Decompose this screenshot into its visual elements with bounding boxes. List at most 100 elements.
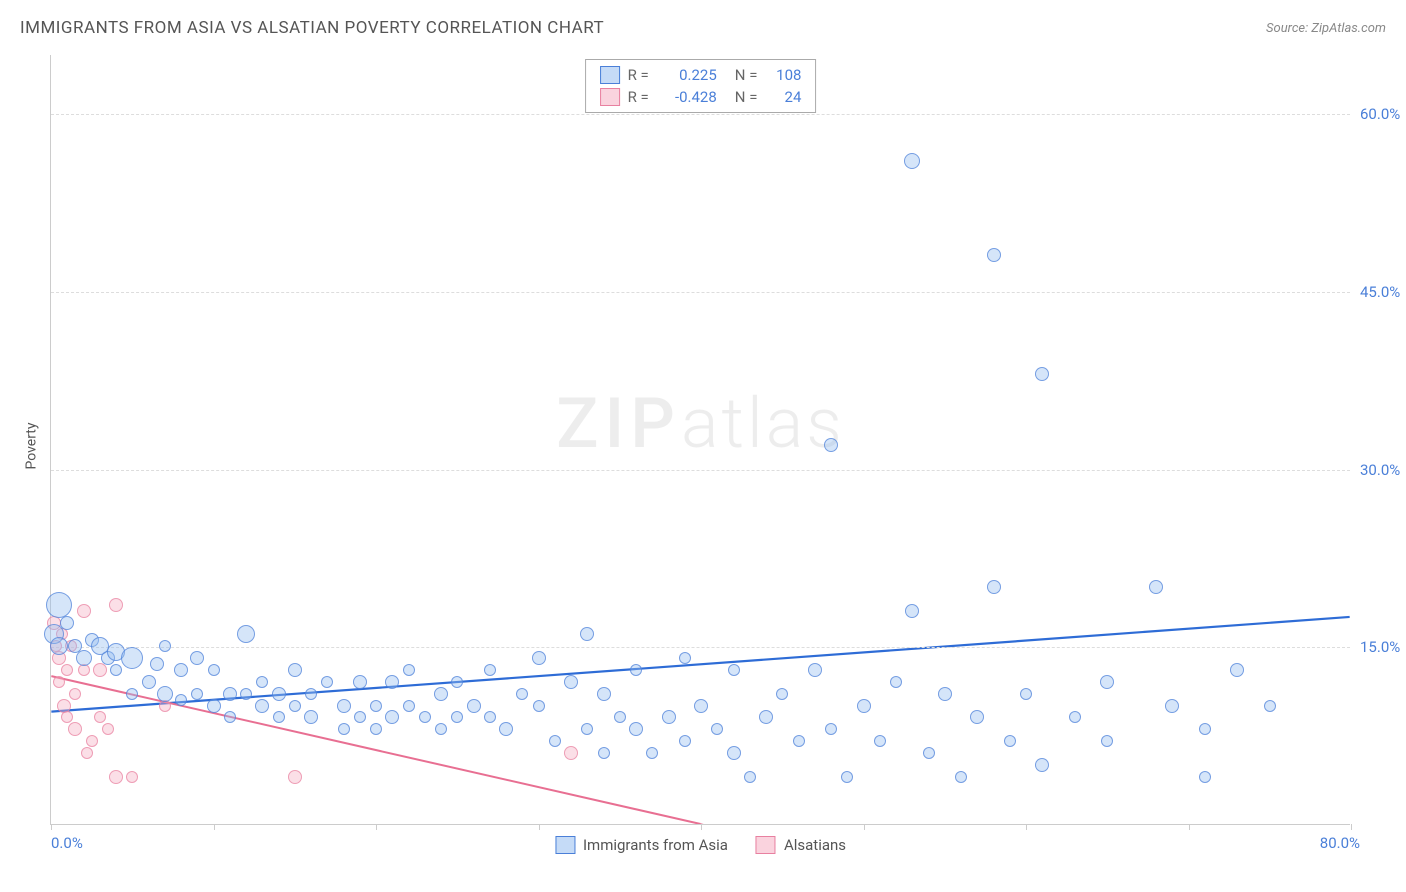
r-label: R = <box>628 66 649 84</box>
legend-label-blue: Immigrants from Asia <box>583 836 728 854</box>
n-value-pink: 24 <box>765 88 801 106</box>
data-point <box>938 687 952 701</box>
data-point <box>174 663 188 677</box>
data-point <box>905 604 919 618</box>
data-point <box>955 771 967 783</box>
y-axis-label: Poverty <box>24 422 40 469</box>
data-point <box>50 637 68 655</box>
source-label: Source: ZipAtlas.com <box>1266 21 1386 36</box>
data-point <box>321 676 333 688</box>
data-point <box>157 686 173 702</box>
data-point <box>646 747 658 759</box>
data-point <box>467 699 481 713</box>
data-point <box>208 664 220 676</box>
data-point <box>516 688 528 700</box>
data-point <box>224 711 236 723</box>
n-label: N = <box>735 88 758 106</box>
data-point <box>57 699 71 713</box>
data-point <box>354 711 366 723</box>
data-point <box>237 625 255 643</box>
data-point <box>77 604 91 618</box>
data-point <box>94 711 106 723</box>
x-max-label: 80.0% <box>1320 834 1360 852</box>
data-point <box>255 699 269 713</box>
data-point <box>1035 758 1049 772</box>
series-legend: Immigrants from Asia Alsatians <box>555 836 846 854</box>
data-point <box>53 676 65 688</box>
x-tick <box>1189 824 1190 830</box>
data-point <box>679 735 691 747</box>
legend-item-blue: Immigrants from Asia <box>555 836 728 854</box>
data-point <box>1100 675 1114 689</box>
data-point <box>76 650 92 666</box>
data-point <box>727 746 741 760</box>
data-point <box>793 735 805 747</box>
data-point <box>728 664 740 676</box>
data-point <box>385 710 399 724</box>
data-point <box>564 746 578 760</box>
swatch-blue <box>555 836 575 854</box>
data-point <box>272 687 286 701</box>
data-point <box>549 735 561 747</box>
y-tick-label: 30.0% <box>1360 461 1400 479</box>
data-point <box>759 710 773 724</box>
data-point <box>207 699 221 713</box>
x-tick <box>51 824 52 830</box>
data-point <box>61 664 73 676</box>
data-point <box>353 675 367 689</box>
data-point <box>1230 663 1244 677</box>
data-point <box>102 723 114 735</box>
data-point <box>451 711 463 723</box>
data-point <box>60 616 74 630</box>
y-tick-label: 15.0% <box>1360 638 1400 656</box>
r-label: R = <box>628 88 649 106</box>
legend-label-pink: Alsatians <box>784 836 846 854</box>
data-point <box>385 675 399 689</box>
data-point <box>190 651 204 665</box>
data-point <box>532 651 546 665</box>
data-point <box>191 688 203 700</box>
data-point <box>142 675 156 689</box>
data-point <box>86 735 98 747</box>
data-point <box>484 711 496 723</box>
data-point <box>370 723 382 735</box>
data-point <box>662 710 676 724</box>
swatch-blue <box>600 66 620 84</box>
data-point <box>240 688 252 700</box>
legend-item-pink: Alsatians <box>756 836 846 854</box>
data-point <box>126 771 138 783</box>
data-point <box>1165 699 1179 713</box>
data-point <box>159 640 171 652</box>
data-point <box>1020 688 1032 700</box>
data-point <box>744 771 756 783</box>
x-tick <box>701 824 702 830</box>
data-point <box>1199 771 1211 783</box>
data-point <box>1199 723 1211 735</box>
gridline <box>51 647 1350 648</box>
data-point <box>1101 735 1113 747</box>
data-point <box>256 676 268 688</box>
y-tick-label: 45.0% <box>1360 283 1400 301</box>
stats-row-blue: R = 0.225 N = 108 <box>600 64 802 86</box>
gridline <box>51 292 1350 293</box>
data-point <box>304 710 318 724</box>
data-point <box>305 688 317 700</box>
data-point <box>824 438 838 452</box>
gridline <box>51 470 1350 471</box>
n-value-blue: 108 <box>765 66 801 84</box>
data-point <box>970 710 984 724</box>
data-point <box>629 722 643 736</box>
data-point <box>987 248 1001 262</box>
stats-legend: R = 0.225 N = 108 R = -0.428 N = 24 <box>585 59 817 113</box>
x-tick <box>376 824 377 830</box>
gridline <box>51 114 1350 115</box>
data-point <box>68 722 82 736</box>
data-point <box>109 770 123 784</box>
data-point <box>109 598 123 612</box>
data-point <box>110 664 122 676</box>
data-point <box>150 657 164 671</box>
data-point <box>499 722 513 736</box>
x-tick <box>1351 824 1352 830</box>
stats-row-pink: R = -0.428 N = 24 <box>600 86 802 108</box>
data-point <box>289 700 301 712</box>
